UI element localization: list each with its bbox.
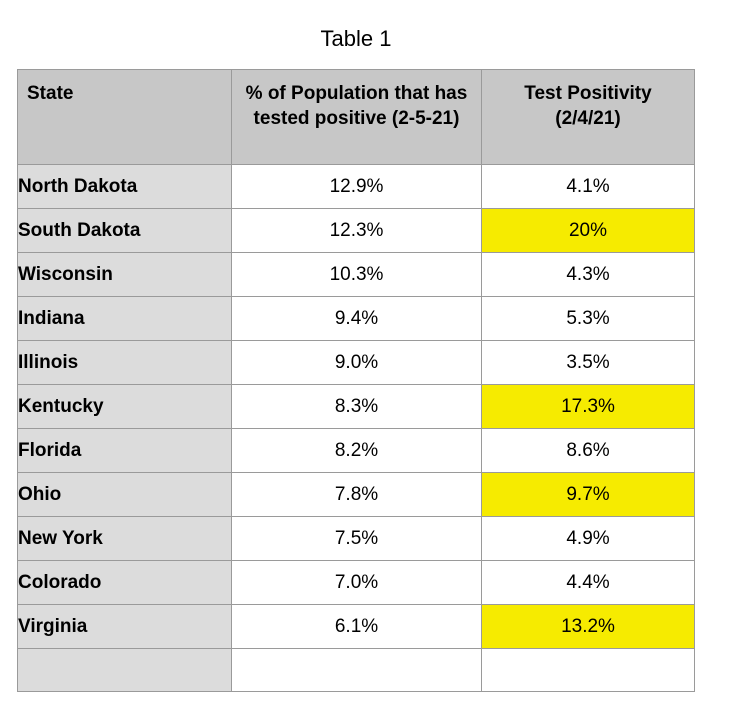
positivity-cell-highlighted: 20% xyxy=(481,208,695,253)
positivity-cell: 4.1% xyxy=(481,164,695,209)
state-cell: Kentucky xyxy=(17,384,232,429)
state-cell: Colorado xyxy=(17,560,232,605)
population-cell: 7.5% xyxy=(231,516,482,561)
table-row: Indiana 9.4% 5.3% xyxy=(17,296,695,341)
positivity-cell: 8.6% xyxy=(481,428,695,473)
header-population: % of Population that has tested positive… xyxy=(231,69,482,165)
positivity-cell: 4.3% xyxy=(481,252,695,297)
table-row: New York 7.5% 4.9% xyxy=(17,516,695,561)
state-cell: Florida xyxy=(17,428,232,473)
population-cell: 8.3% xyxy=(231,384,482,429)
population-cell: 6.1% xyxy=(231,604,482,649)
table-row: Illinois 9.0% 3.5% xyxy=(17,340,695,385)
state-cell: New York xyxy=(17,516,232,561)
positivity-cell: 4.4% xyxy=(481,560,695,605)
positivity-cell-highlighted: 13.2% xyxy=(481,604,695,649)
header-state: State xyxy=(17,69,232,165)
population-cell: 7.8% xyxy=(231,472,482,517)
empty-population-cell xyxy=(231,648,482,692)
header-population-text: % of Population that has tested positive… xyxy=(245,83,468,129)
positivity-cell: 4.9% xyxy=(481,516,695,561)
population-cell: 10.3% xyxy=(231,252,482,297)
state-cell: North Dakota xyxy=(17,164,232,209)
table-row-empty xyxy=(17,648,695,692)
positivity-cell: 3.5% xyxy=(481,340,695,385)
population-cell: 7.0% xyxy=(231,560,482,605)
table-row: Colorado 7.0% 4.4% xyxy=(17,560,695,605)
empty-positivity-cell xyxy=(481,648,695,692)
state-cell: South Dakota xyxy=(17,208,232,253)
header-positivity-text: Test Positivity (2/4/21) xyxy=(524,83,652,129)
state-cell: Wisconsin xyxy=(17,252,232,297)
state-cell: Virginia xyxy=(17,604,232,649)
state-cell: Illinois xyxy=(17,340,232,385)
positivity-cell: 5.3% xyxy=(481,296,695,341)
data-table: State % of Population that has tested po… xyxy=(17,69,695,692)
table-caption: Table 1 xyxy=(320,26,392,51)
table-row: North Dakota 12.9% 4.1% xyxy=(17,164,695,209)
empty-state-cell xyxy=(17,648,232,692)
population-cell: 9.0% xyxy=(231,340,482,385)
header-positivity: Test Positivity (2/4/21) xyxy=(481,69,695,165)
positivity-cell-highlighted: 9.7% xyxy=(481,472,695,517)
table-row: Florida 8.2% 8.6% xyxy=(17,428,695,473)
table-row: Virginia 6.1% 13.2% xyxy=(17,604,695,649)
table-row: South Dakota 12.3% 20% xyxy=(17,208,695,253)
table-row: Wisconsin 10.3% 4.3% xyxy=(17,252,695,297)
population-cell: 8.2% xyxy=(231,428,482,473)
positivity-cell-highlighted: 17.3% xyxy=(481,384,695,429)
population-cell: 9.4% xyxy=(231,296,482,341)
table-row: Kentucky 8.3% 17.3% xyxy=(17,384,695,429)
population-cell: 12.9% xyxy=(231,164,482,209)
table-row: Ohio 7.8% 9.7% xyxy=(17,472,695,517)
state-cell: Indiana xyxy=(17,296,232,341)
table-body: North Dakota 12.9% 4.1% South Dakota 12.3% 20… xyxy=(17,164,695,692)
population-cell: 12.3% xyxy=(231,208,482,253)
table-header-row: State % of Population that has tested po… xyxy=(17,69,695,165)
state-cell: Ohio xyxy=(17,472,232,517)
